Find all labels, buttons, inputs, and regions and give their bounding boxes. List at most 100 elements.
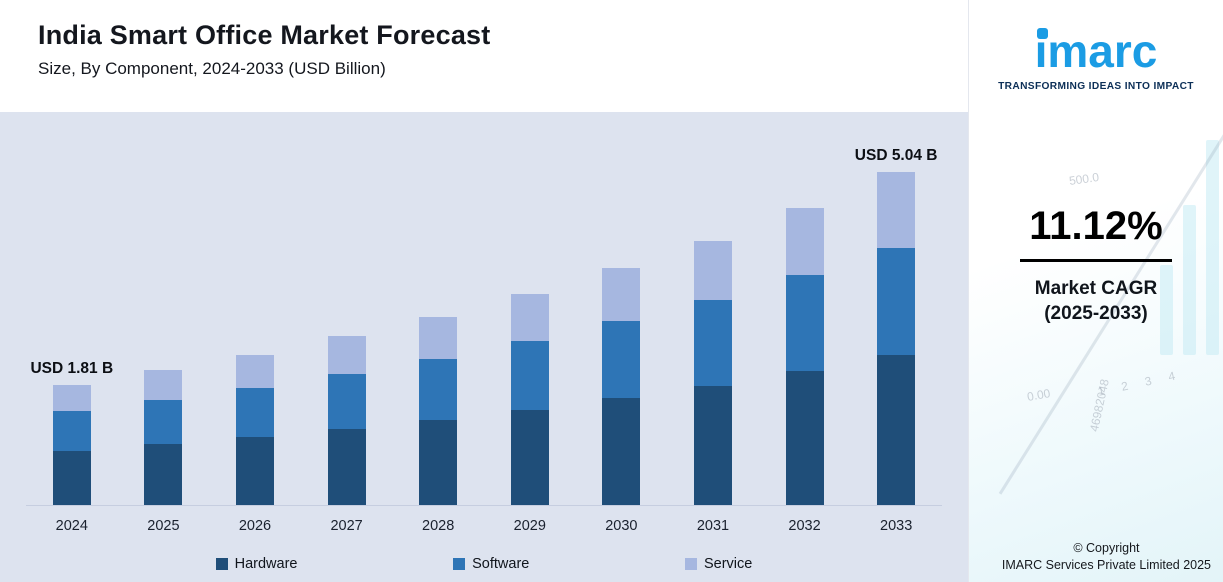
service-segment bbox=[52, 385, 91, 411]
software-segment bbox=[602, 321, 641, 398]
stacked-bar-chart: USD 1.81 B 2024 2025 2026 2027 2028 2029 2030 20… bbox=[0, 126, 968, 534]
service-segment bbox=[785, 208, 824, 275]
hardware-segment bbox=[785, 371, 824, 505]
bar-area bbox=[300, 126, 393, 506]
bar-column-2033: USD 5.04 B 2033 bbox=[850, 126, 942, 534]
bar-column-2028: 2028 bbox=[392, 126, 484, 534]
hardware-segment bbox=[144, 444, 183, 505]
chart-region: USD 1.81 B 2024 2025 2026 2027 2028 2029 2030 20… bbox=[0, 112, 968, 582]
bar-column-2027: 2027 bbox=[300, 126, 393, 534]
software-segment bbox=[144, 400, 183, 444]
hardware-segment bbox=[693, 386, 732, 505]
stacked-bar bbox=[52, 385, 91, 505]
hardware-segment bbox=[510, 410, 549, 505]
decorative-bar bbox=[1160, 265, 1173, 355]
cagr-block: 11.12% Market CAGR (2025-2033) bbox=[969, 204, 1223, 325]
hardware-segment bbox=[52, 451, 91, 505]
decorative-bar bbox=[1183, 205, 1196, 355]
service-segment bbox=[419, 317, 458, 359]
software-segment bbox=[510, 341, 549, 410]
bar-area bbox=[483, 126, 576, 506]
service-segment bbox=[602, 268, 641, 321]
imarc-logo-text: ımarc bbox=[1034, 25, 1158, 77]
x-axis-label: 2029 bbox=[513, 518, 546, 534]
bar-area bbox=[758, 126, 851, 506]
bar-area: USD 1.81 B bbox=[26, 126, 118, 506]
x-axis-label: 2025 bbox=[147, 518, 180, 534]
x-axis-label: 2032 bbox=[788, 518, 821, 534]
service-segment bbox=[877, 172, 916, 248]
logo-tagline: TRANSFORMING IDEAS INTO IMPACT bbox=[998, 81, 1194, 92]
watermark-number: 500.0 bbox=[1068, 169, 1100, 189]
bar-area bbox=[575, 126, 668, 506]
bar-area bbox=[392, 126, 484, 506]
stacked-bar bbox=[602, 268, 641, 505]
cagr-label: Market CAGR bbox=[1034, 278, 1158, 299]
stacked-bar bbox=[144, 370, 183, 505]
chart-panel: India Smart Office Market Forecast Size,… bbox=[0, 0, 968, 582]
stacked-bar bbox=[327, 336, 366, 505]
x-axis-label: 2030 bbox=[605, 518, 638, 534]
x-axis-label: 2024 bbox=[55, 518, 88, 534]
bar-area bbox=[117, 126, 210, 506]
software-segment bbox=[235, 388, 274, 437]
bar-column-2031: 2031 bbox=[667, 126, 759, 534]
logo-dot-icon bbox=[1036, 28, 1048, 39]
bar-area: USD 5.04 B bbox=[850, 126, 942, 506]
service-segment bbox=[510, 294, 549, 341]
watermark-number: 46982048 bbox=[1087, 377, 1112, 433]
cagr-value: 11.12% bbox=[1029, 204, 1163, 248]
software-segment bbox=[785, 275, 824, 371]
decorative-chart-bars bbox=[1160, 140, 1219, 355]
x-axis-label: 2031 bbox=[696, 518, 730, 534]
value-annotation: USD 5.04 B bbox=[854, 147, 938, 164]
bar-column-2030: 2030 bbox=[575, 126, 668, 534]
hardware-segment bbox=[602, 398, 641, 505]
legend-swatch bbox=[453, 558, 466, 570]
stacked-bar bbox=[235, 355, 274, 505]
software-segment bbox=[693, 300, 732, 386]
chart-header: India Smart Office Market Forecast Size,… bbox=[0, 0, 968, 79]
bar-column-2029: 2029 bbox=[483, 126, 576, 534]
stacked-bar bbox=[785, 208, 824, 505]
legend-item-hardware: Hardware bbox=[215, 556, 298, 572]
legend-item-service: Service bbox=[684, 556, 753, 572]
watermark-number: 0.00 bbox=[1025, 386, 1052, 404]
value-annotation: USD 1.81 B bbox=[30, 360, 114, 377]
x-axis-label: 2033 bbox=[880, 518, 913, 534]
service-segment bbox=[327, 336, 366, 374]
legend-item-software: Software bbox=[453, 556, 529, 572]
bar-column-2025: 2025 bbox=[117, 126, 210, 534]
software-segment bbox=[327, 374, 366, 429]
bar-column-2026: 2026 bbox=[209, 126, 301, 534]
stacked-bar bbox=[693, 241, 732, 505]
hardware-segment bbox=[419, 420, 458, 505]
x-axis-label: 2028 bbox=[422, 518, 455, 534]
legend-swatch bbox=[215, 558, 228, 570]
copyright-line: IMARC Services Private Limited 2025 bbox=[1001, 558, 1211, 573]
x-axis-label: 2026 bbox=[238, 518, 272, 534]
hardware-segment bbox=[877, 355, 916, 505]
service-segment bbox=[693, 241, 732, 300]
chart-subtitle: Size, By Component, 2024-2033 (USD Billi… bbox=[38, 59, 386, 78]
page-title: India Smart Office Market Forecast bbox=[38, 20, 491, 50]
legend-label: Hardware bbox=[234, 556, 298, 572]
software-segment bbox=[52, 411, 91, 451]
service-segment bbox=[144, 370, 183, 400]
bar-area bbox=[209, 126, 301, 506]
hardware-segment bbox=[327, 429, 366, 505]
decorative-bar bbox=[1206, 140, 1219, 355]
legend-label: Service bbox=[703, 556, 753, 572]
service-segment bbox=[235, 355, 274, 388]
bar-area bbox=[667, 126, 759, 506]
bar-column-2032: 2032 bbox=[758, 126, 851, 534]
sidebar: 500.0 0.00 1 2 3 4 46982048 ımarc TRANSF… bbox=[968, 0, 1223, 582]
cagr-period: (2025-2033) bbox=[1044, 303, 1148, 324]
hardware-segment bbox=[235, 437, 274, 505]
stacked-bar bbox=[510, 294, 549, 505]
chart-legend: Hardware Software Service bbox=[0, 556, 968, 572]
x-axis-label: 2027 bbox=[330, 518, 363, 534]
stacked-bar bbox=[877, 172, 916, 505]
cagr-underline bbox=[1020, 259, 1172, 262]
